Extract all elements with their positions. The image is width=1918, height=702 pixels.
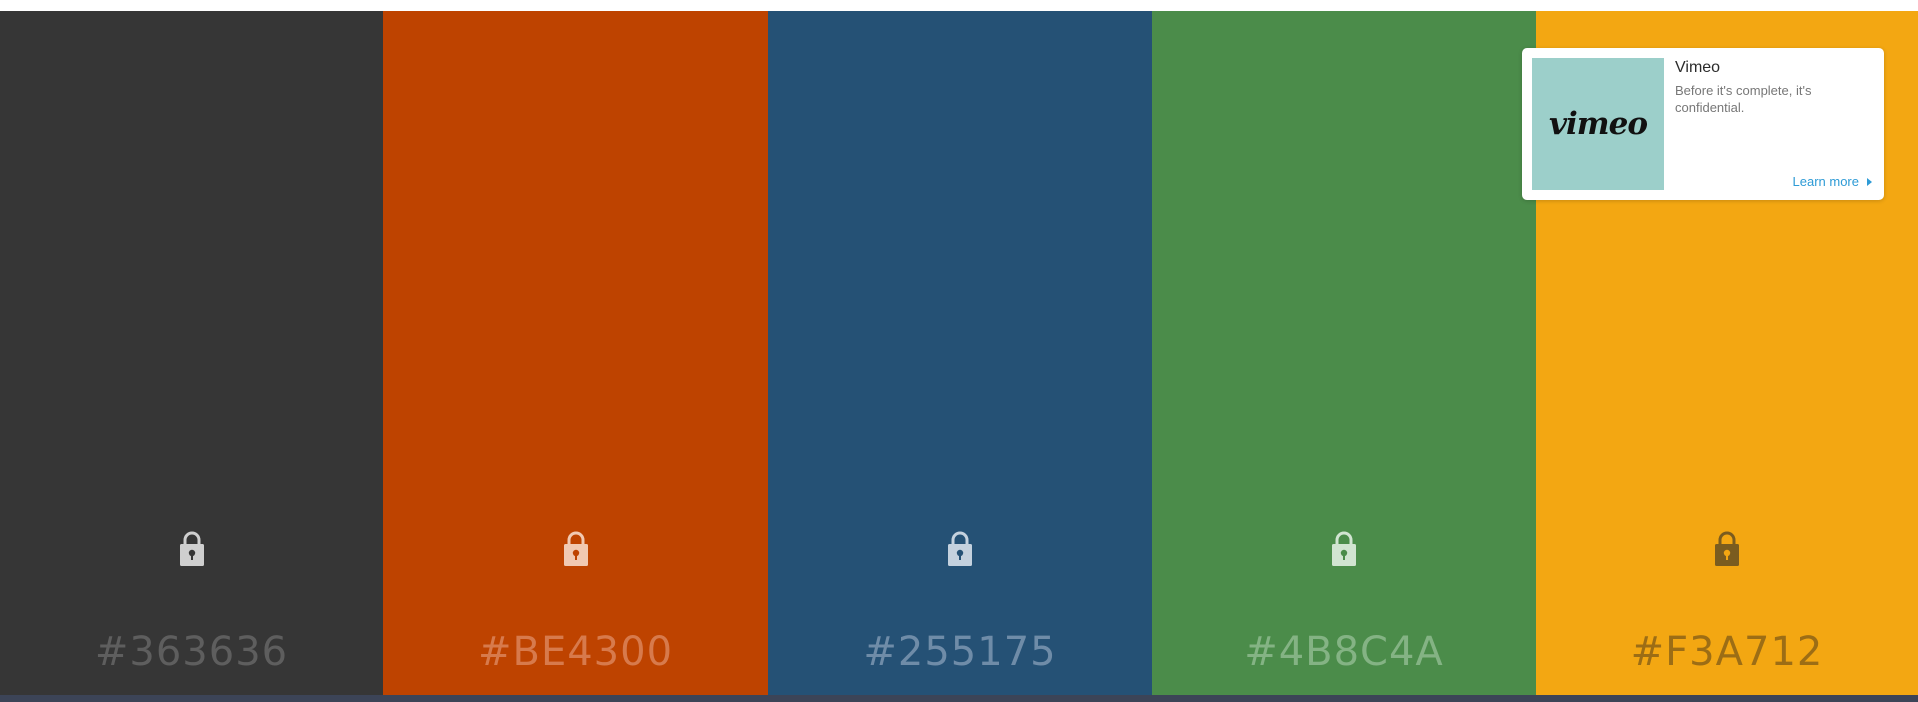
hex-code[interactable]: #363636 xyxy=(94,629,289,675)
swatch-2[interactable]: #BE4300 xyxy=(383,11,768,695)
lock-icon[interactable] xyxy=(945,529,975,569)
lock-icon[interactable] xyxy=(1712,529,1742,569)
vimeo-logo-text: vimeo xyxy=(1549,106,1648,142)
ad-logo[interactable]: vimeo xyxy=(1532,58,1664,190)
bottom-bar xyxy=(0,695,1918,702)
learn-more-link[interactable]: Learn more xyxy=(1793,174,1872,189)
swatch-4[interactable]: #4B8C4A xyxy=(1152,11,1536,695)
lock-icon[interactable] xyxy=(561,529,591,569)
hex-code[interactable]: #BE4300 xyxy=(477,629,674,675)
hex-code[interactable]: #255175 xyxy=(863,629,1057,675)
hex-code[interactable]: #4B8C4A xyxy=(1244,629,1444,675)
top-strip xyxy=(0,0,1918,11)
ad-description: Before it's complete, it's confidential. xyxy=(1675,83,1812,115)
ad-card[interactable]: vimeo Vimeo Before it's complete, it's c… xyxy=(1522,48,1884,200)
chevron-right-icon xyxy=(1867,177,1872,186)
lock-icon[interactable] xyxy=(177,529,207,569)
swatch-1[interactable]: #363636 xyxy=(0,11,383,695)
ad-title[interactable]: Vimeo xyxy=(1675,59,1721,76)
learn-more-label: Learn more xyxy=(1792,174,1859,189)
swatch-3[interactable]: #255175 xyxy=(768,11,1152,695)
lock-icon[interactable] xyxy=(1329,529,1359,569)
hex-code[interactable]: #F3A712 xyxy=(1630,629,1824,675)
